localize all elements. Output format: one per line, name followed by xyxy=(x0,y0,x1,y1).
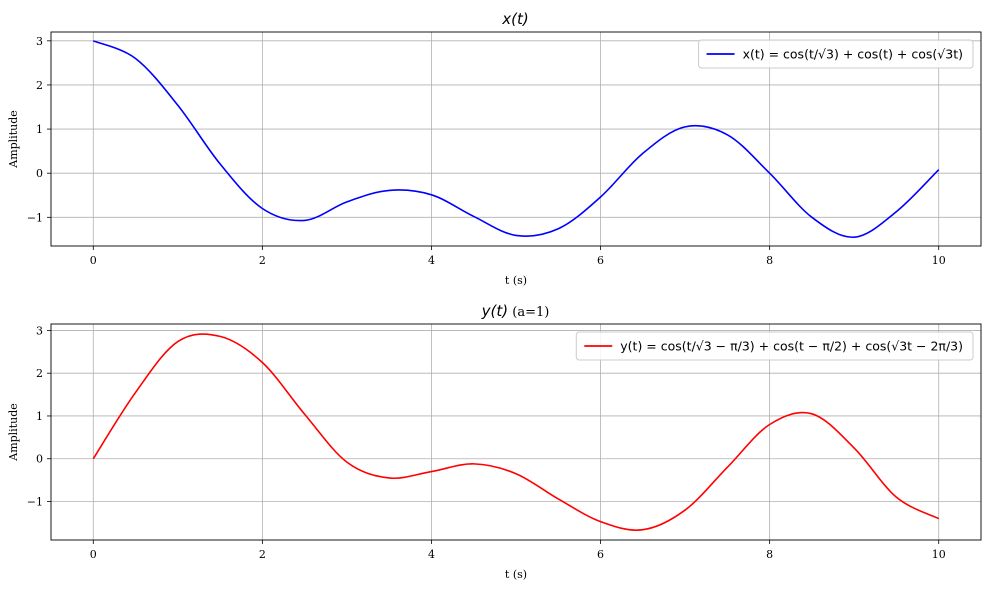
y-tick-label: 1 xyxy=(36,123,43,136)
y-tick-label: 2 xyxy=(36,79,43,92)
y-tick-label: 0 xyxy=(36,167,43,180)
y-tick-label: 1 xyxy=(36,410,43,423)
y-tick-label: 0 xyxy=(36,453,43,466)
y-tick-label: 2 xyxy=(36,367,43,380)
x-axis-label: t (s) xyxy=(505,274,527,287)
x-tick-label: 6 xyxy=(597,548,604,561)
chart-title-main: y(t) xyxy=(481,302,508,320)
chart-title-main: x(t) xyxy=(501,10,528,28)
x-tick-label: 4 xyxy=(428,254,435,267)
x-tick-label: 0 xyxy=(90,254,97,267)
legend-box xyxy=(575,331,974,361)
chart-title-x: x(t) xyxy=(501,10,528,28)
y-tick-label: 3 xyxy=(36,35,43,48)
y-tick-label: −1 xyxy=(27,496,43,509)
chart-title-y: y(t) (a=1) xyxy=(481,302,550,320)
x-tick-labels: 0 2 4 6 8 10 xyxy=(90,246,946,267)
legend: x(t) = cos(t/√3) + cos(t) + cos(√3t) xyxy=(698,39,974,69)
legend-box xyxy=(698,39,974,69)
x-tick-labels: 0 2 4 6 8 10 xyxy=(90,540,946,561)
plot-frame xyxy=(50,323,982,541)
x-tick-label: 0 xyxy=(90,548,97,561)
legend-label-x: x(t) = cos(t/√3) + cos(t) + cos(√3t) xyxy=(743,47,963,62)
x-axis-label: t (s) xyxy=(505,568,527,581)
plot-frame xyxy=(50,31,982,247)
series-line-x xyxy=(92,40,940,238)
x-tick-label: 2 xyxy=(259,548,266,561)
x-tick-label: 8 xyxy=(766,254,773,267)
y-tick-label: 3 xyxy=(36,324,43,337)
legend-label-y: y(t) = cos(t/√3 − π/3) + cos(t − π/2) + … xyxy=(620,339,963,354)
x-tick-label: 8 xyxy=(766,548,773,561)
x-tick-label: 6 xyxy=(597,254,604,267)
legend: y(t) = cos(t/√3 − π/3) + cos(t − π/2) + … xyxy=(575,331,974,361)
x-tick-label: 10 xyxy=(932,254,946,267)
y-tick-label: −1 xyxy=(27,211,43,224)
y-tick-labels: 3 2 1 0 −1 xyxy=(27,35,51,224)
x-tick-label: 4 xyxy=(428,548,435,561)
y-tick-labels: 3 2 1 0 −1 xyxy=(27,324,51,509)
y-axis-label: Amplitude xyxy=(7,403,20,462)
y-axis-label: Amplitude xyxy=(7,110,20,169)
x-tick-label: 2 xyxy=(259,254,266,267)
chart-title-suffix: (a=1) xyxy=(508,305,549,320)
series-line-y xyxy=(92,333,940,531)
x-tick-label: 10 xyxy=(932,548,946,561)
